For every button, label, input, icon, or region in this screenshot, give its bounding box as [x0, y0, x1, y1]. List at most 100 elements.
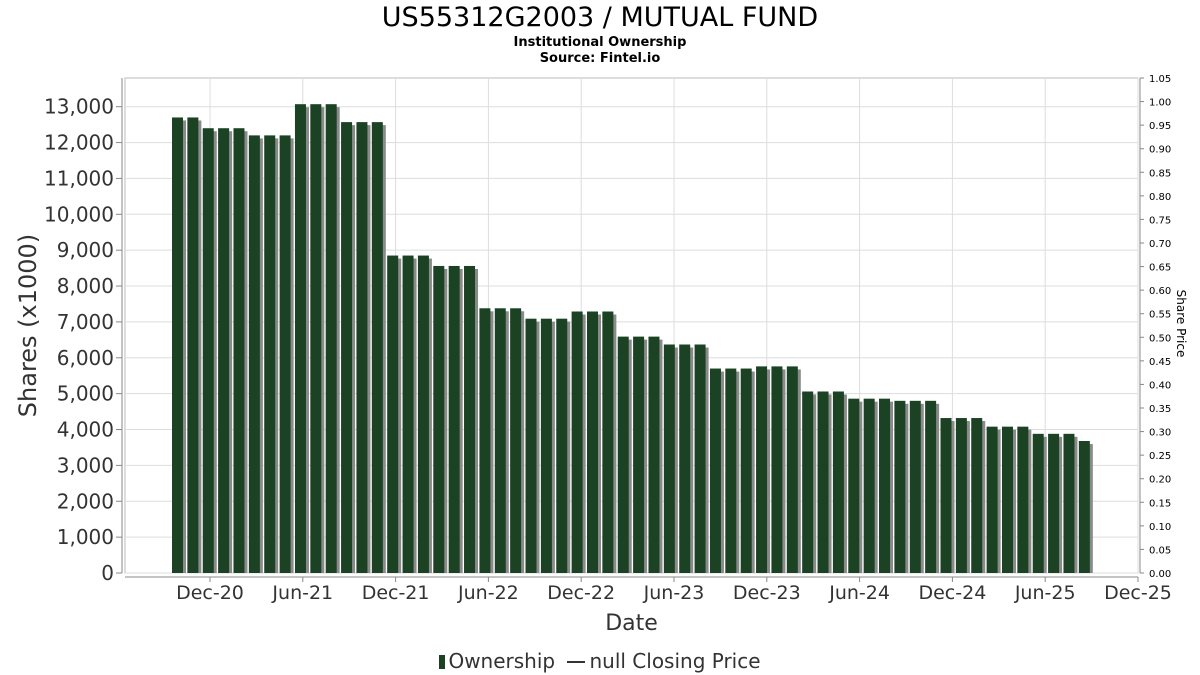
bar — [525, 318, 537, 573]
bar — [955, 418, 967, 573]
bar — [1063, 433, 1075, 573]
bar — [464, 265, 476, 573]
legend-price-label: null Closing Price — [589, 648, 761, 673]
bar — [679, 344, 691, 573]
y2-tick-label: 0.75 — [1149, 215, 1171, 226]
bar — [387, 255, 399, 573]
y-tick-label: 10,000 — [44, 202, 114, 226]
y2-tick-label: 0.80 — [1149, 192, 1171, 203]
y2-tick-label: 0.45 — [1149, 357, 1171, 368]
bar — [894, 400, 906, 573]
x-tick-label: Dec-23 — [733, 582, 801, 604]
y2-tick-label: 0.50 — [1149, 333, 1171, 344]
y2-tick-label: 0.30 — [1149, 428, 1171, 439]
y2-tick-label: 0.90 — [1149, 145, 1171, 156]
y-tick-label: 7,000 — [57, 310, 114, 334]
bar — [925, 400, 937, 573]
bar — [417, 255, 429, 573]
bar — [971, 418, 983, 573]
chart-source: Source: Fintel.io — [539, 51, 661, 66]
bar — [294, 104, 306, 573]
bar — [633, 336, 645, 573]
legend-price[interactable]: null Closing Price — [561, 648, 761, 673]
bar — [510, 308, 522, 573]
bar — [940, 418, 952, 573]
bar — [1078, 441, 1090, 573]
bar — [986, 426, 998, 573]
y2-tick-label: 0.10 — [1149, 522, 1171, 533]
bar — [248, 135, 260, 574]
bar — [371, 122, 383, 573]
x-tick-label: Jun-23 — [643, 582, 705, 604]
bar — [402, 255, 414, 573]
y-tick-label: 13,000 — [44, 95, 114, 119]
bar — [1001, 426, 1013, 573]
y-tick-label: 0 — [101, 561, 114, 585]
bar — [694, 344, 706, 573]
bar — [310, 104, 322, 573]
legend-ownership-label: Ownership — [448, 648, 556, 673]
bar — [540, 318, 552, 573]
bar — [802, 391, 814, 573]
bar — [817, 391, 829, 573]
legend-ownership[interactable]: Ownership — [439, 649, 555, 673]
bar — [740, 368, 752, 573]
y2-tick-label: 0.95 — [1149, 121, 1171, 132]
bar — [848, 398, 860, 573]
y2-tick-label: 0.85 — [1149, 168, 1171, 179]
bar — [448, 265, 460, 573]
bar — [771, 366, 783, 573]
bar — [172, 117, 183, 574]
bar — [617, 336, 629, 573]
bar — [202, 128, 214, 573]
bar — [494, 308, 506, 573]
y-tick-label: 11,000 — [44, 166, 114, 190]
y2-axis-title: Share Price — [1174, 290, 1188, 358]
axes: 0 1,000 2,000 3,000 4,000 5,000 6,000 7,000 8,00… — [14, 74, 1188, 636]
x-axis-title: Date — [605, 611, 658, 636]
y-tick-label: 1,000 — [57, 525, 114, 549]
y2-tick-label: 0.55 — [1149, 310, 1171, 321]
legend-line-swatch — [567, 661, 586, 663]
bar — [909, 400, 921, 573]
x-tick-label: Jun-25 — [1014, 582, 1076, 604]
bar — [1017, 426, 1029, 573]
bar — [279, 135, 291, 574]
bar — [1032, 433, 1044, 573]
bar — [233, 128, 245, 573]
bar — [187, 117, 199, 574]
y-tick-label: 3,000 — [57, 453, 114, 477]
bar — [663, 344, 675, 573]
bar — [832, 391, 844, 573]
bar — [756, 366, 768, 573]
bar — [709, 368, 721, 573]
bar — [218, 128, 230, 573]
bar — [571, 311, 583, 573]
legend: Ownership null Closing Price — [0, 647, 1200, 673]
bars — [172, 104, 1093, 574]
bar — [479, 308, 491, 573]
y-tick-label: 12,000 — [44, 131, 114, 155]
y2-tick-label: 0.65 — [1149, 263, 1171, 274]
x-tick-label: Jun-21 — [271, 582, 333, 604]
x-tick-label: Dec-24 — [918, 582, 986, 604]
x-tick-label: Dec-25 — [1104, 582, 1172, 604]
bar — [1048, 433, 1060, 573]
x-tick-label: Dec-21 — [362, 582, 430, 604]
y2-tick-label: 0.20 — [1149, 475, 1171, 486]
y-tick-label: 8,000 — [57, 274, 114, 298]
y-tick-label: 5,000 — [57, 382, 114, 406]
y2-tick-label: 0.25 — [1149, 451, 1171, 462]
y-axis-title: Shares (x1000) — [14, 234, 42, 417]
x-tick-label: Dec-20 — [176, 582, 244, 604]
y2-tick-label: 0.15 — [1149, 498, 1171, 509]
y2-tick-label: 1.05 — [1149, 74, 1171, 85]
y2-tick-label: 0.70 — [1149, 239, 1171, 250]
bar — [264, 135, 276, 574]
y-tick-label: 2,000 — [57, 489, 114, 513]
bar — [879, 398, 891, 573]
bar — [602, 311, 614, 573]
y2-tick-label: 0.05 — [1149, 545, 1171, 556]
